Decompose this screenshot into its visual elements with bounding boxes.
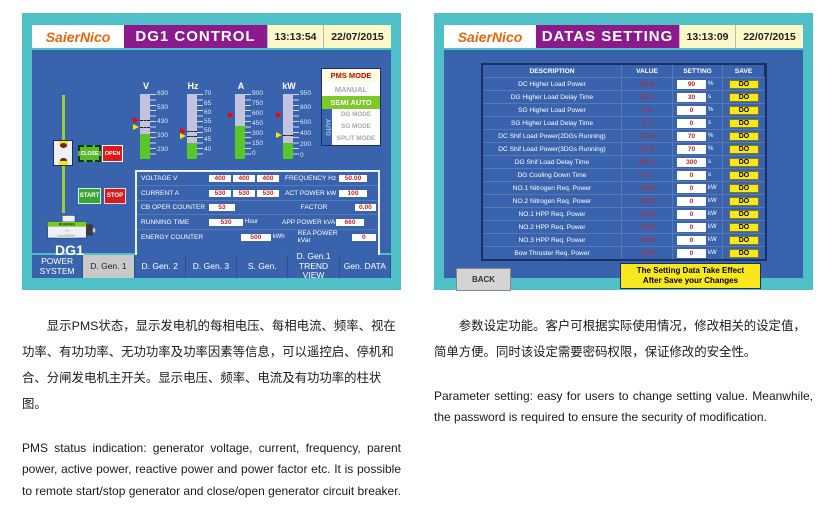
svg-text:RUNNING: RUNNING: [59, 222, 75, 226]
